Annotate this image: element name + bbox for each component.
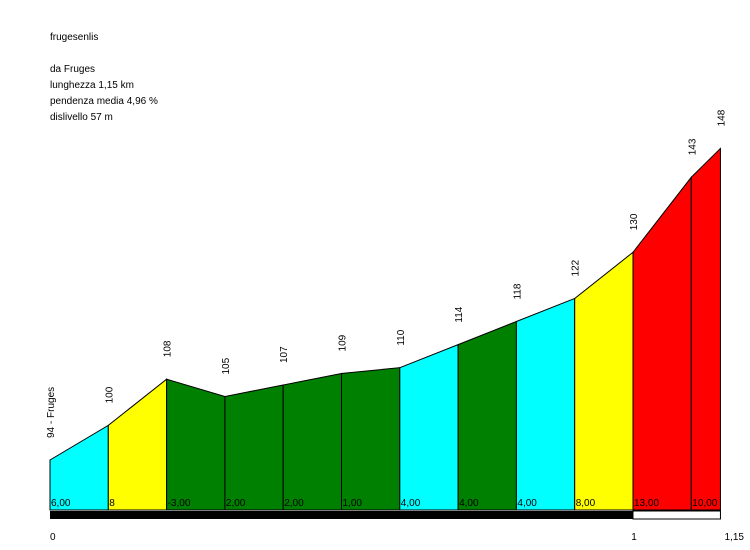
profile-segment bbox=[515, 297, 576, 511]
grade-label: 8,00 bbox=[576, 498, 596, 509]
profile-segment bbox=[166, 378, 226, 511]
elevation-label: 108 bbox=[163, 340, 174, 357]
elevation-label: 130 bbox=[629, 213, 640, 230]
profile-segment bbox=[457, 320, 517, 511]
grade-label: 2,00 bbox=[284, 498, 304, 509]
grade-label: -3,00 bbox=[168, 498, 191, 509]
elevation-label: 122 bbox=[571, 259, 582, 276]
info-elevation-gain: dislivello 57 m bbox=[50, 112, 113, 123]
elevation-label: 110 bbox=[396, 329, 407, 345]
grade-label: 4,00 bbox=[459, 498, 479, 509]
elevation-label: 118 bbox=[512, 283, 523, 299]
x-tick-label: 1,15 bbox=[725, 532, 745, 543]
profile-segment bbox=[574, 251, 634, 511]
elevation-label: 105 bbox=[221, 357, 232, 374]
profile-segment bbox=[107, 378, 168, 511]
distance-axis: 0 1 1,15 bbox=[50, 510, 745, 543]
grade-label: 1,00 bbox=[343, 498, 363, 509]
grade-label: 6,00 bbox=[51, 498, 71, 509]
grade-label-layer: 6,00 8 -3,00 2,00 2,00 1,00 4,00 4,00 4,00 8,00 13… bbox=[51, 498, 718, 509]
grade-label: 4,00 bbox=[517, 498, 537, 509]
chart-title: frugesenlis bbox=[50, 32, 99, 43]
profile-segment bbox=[632, 175, 692, 511]
elevation-label: 100 bbox=[104, 386, 115, 403]
grade-label: 13,00 bbox=[634, 498, 659, 509]
info-length: lunghezza 1,15 km bbox=[50, 80, 134, 91]
info-start: da Fruges bbox=[50, 64, 96, 75]
distance-bar-remainder bbox=[632, 510, 721, 520]
elevation-label: 143 bbox=[687, 138, 698, 155]
grade-label: 2,00 bbox=[226, 498, 246, 509]
x-tick-label: 1 bbox=[631, 532, 637, 543]
info-avg-grade: pendenza media 4,96 % bbox=[50, 96, 158, 107]
profile-segment bbox=[282, 372, 342, 511]
elevation-label: 114 bbox=[454, 306, 465, 322]
distance-bar-filled bbox=[50, 511, 633, 519]
grade-label: 8 bbox=[109, 498, 115, 509]
profile-segment bbox=[399, 343, 459, 511]
segment-layer bbox=[49, 147, 721, 511]
profile-segment bbox=[341, 367, 401, 511]
grade-label: 10,00 bbox=[692, 498, 717, 509]
elevation-label: 94 - Fruges bbox=[46, 387, 57, 438]
elevation-label: 148 bbox=[716, 109, 727, 126]
elevation-label: 107 bbox=[279, 346, 290, 363]
x-tick-label: 0 bbox=[50, 532, 56, 543]
profile-segment bbox=[224, 384, 284, 511]
profile-segment bbox=[690, 147, 721, 511]
elevation-label: 109 bbox=[338, 334, 349, 351]
grade-label: 4,00 bbox=[401, 498, 421, 509]
point-label-layer: 94 - Fruges 100 108 105 107 109 110 114 118 122 13… bbox=[46, 109, 727, 438]
info-block: frugesenlis da Fruges lunghezza 1,15 km … bbox=[50, 30, 158, 126]
